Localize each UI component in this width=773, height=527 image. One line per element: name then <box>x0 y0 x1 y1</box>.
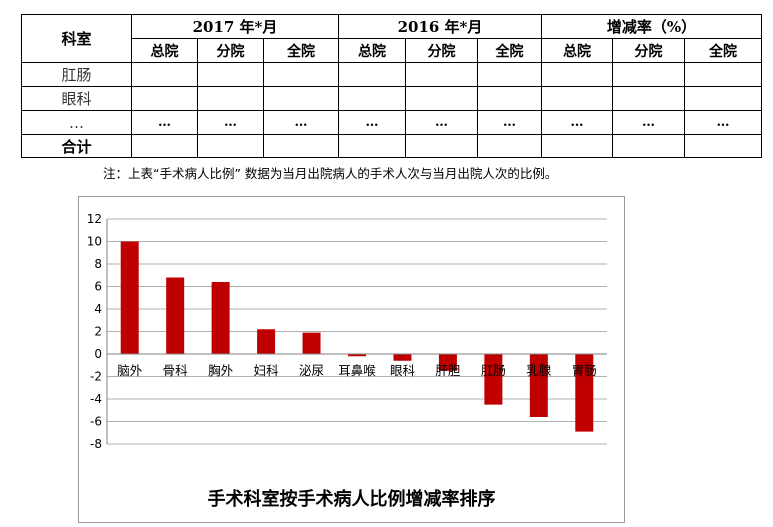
bar <box>211 282 230 354</box>
y-tick-label: -4 <box>90 392 102 406</box>
table-cell <box>612 62 685 87</box>
table-cell <box>263 86 339 111</box>
sub-header: 总院 <box>338 38 406 63</box>
sub-header: 分院 <box>197 38 264 63</box>
row-dept: … <box>21 110 132 135</box>
data-table: 科室 2017 年*月 2016 年*月 增减率（%） 总院 分院 全院 总院 … <box>21 14 762 158</box>
table-cell <box>405 134 478 158</box>
table-cell <box>612 134 685 158</box>
y-tick-label: 2 <box>94 325 102 339</box>
x-tick-label: 肝胆 <box>435 363 460 378</box>
row-dept: 眼科 <box>21 86 132 111</box>
x-tick-label: 肛肠 <box>481 363 506 378</box>
bar <box>257 329 276 354</box>
table-row: 眼科 <box>21 86 762 111</box>
x-tick-label: 胸外 <box>208 363 234 378</box>
table-cell <box>684 62 762 87</box>
x-tick-label: 耳鼻喉 <box>338 363 376 378</box>
table-cell <box>197 62 264 87</box>
table-cell <box>612 86 685 111</box>
table-cell <box>338 86 406 111</box>
table-cell <box>477 86 542 111</box>
chart-plot: -8 -6 -4 -2 0 2 4 6 8 10 12 脑外 骨科 胸外 妇科 泌尿 耳鼻喉 眼科 肝胆 肛肠 乳腺 胃肠 <box>87 212 607 451</box>
table-cell: … <box>338 110 406 135</box>
table-cell <box>684 86 762 111</box>
y-tick-label: 12 <box>87 212 102 226</box>
bar <box>302 332 321 354</box>
x-tick-label: 妇科 <box>254 363 280 378</box>
bar <box>120 241 139 354</box>
y-tick-label: -6 <box>90 415 102 429</box>
table-cell <box>197 86 264 111</box>
table-cell: … <box>405 110 478 135</box>
x-tick-label: 泌尿 <box>299 363 324 378</box>
sub-header: 全院 <box>263 38 339 63</box>
year-group-change-rate: 增减率（%） <box>541 14 762 39</box>
row-dept: 肛肠 <box>21 62 132 87</box>
x-tick-label: 眼科 <box>390 363 416 378</box>
y-tick-label: 10 <box>87 235 102 249</box>
table-note: 注：上表“手术病人比例” 数据为当月出院病人的手术人次与当月出院人次的比例。 <box>103 166 558 181</box>
table-cell: … <box>131 110 198 135</box>
y-tick-label: -2 <box>90 370 102 384</box>
table-cell <box>405 86 478 111</box>
table-cell <box>131 134 198 158</box>
table-cell <box>197 134 264 158</box>
table-cell <box>131 62 198 87</box>
table-cell <box>477 62 542 87</box>
bar <box>393 354 412 361</box>
table-cell <box>684 134 762 158</box>
table-cell: … <box>612 110 685 135</box>
table-cell <box>541 62 613 87</box>
table-cell: … <box>541 110 613 135</box>
chart-title: 手术科室按手术病人比例增减率排序 <box>207 489 496 510</box>
dept-header: 科室 <box>21 14 132 63</box>
y-tick-label: 8 <box>94 257 102 271</box>
table-cell <box>541 86 613 111</box>
x-tick-label: 骨科 <box>163 363 189 378</box>
table-row: … … … … … … … … … … <box>21 110 762 135</box>
x-tick-label: 胃肠 <box>572 363 597 378</box>
sub-header: 总院 <box>131 38 198 63</box>
table-cell <box>338 134 406 158</box>
table-row: 合计 <box>21 134 762 158</box>
table-cell <box>131 86 198 111</box>
table-row: 肛肠 <box>21 62 762 87</box>
year-group-2017: 2017 年*月 <box>131 14 339 39</box>
table-cell: … <box>684 110 762 135</box>
total-label: 合计 <box>21 134 132 158</box>
table-cell: … <box>263 110 339 135</box>
x-tick-label: 脑外 <box>117 363 143 378</box>
bar <box>529 354 548 417</box>
table-cell: … <box>197 110 264 135</box>
y-tick-label: 6 <box>94 280 102 294</box>
table-cell <box>263 62 339 87</box>
sub-header: 总院 <box>541 38 613 63</box>
table-cell <box>477 134 542 158</box>
year-group-2016: 2016 年*月 <box>338 14 542 39</box>
bar <box>484 354 503 405</box>
table-cell: … <box>477 110 542 135</box>
table-cell <box>338 62 406 87</box>
sub-header: 分院 <box>612 38 685 63</box>
y-tick-label: -8 <box>90 437 102 451</box>
x-tick-label: 乳腺 <box>526 363 552 378</box>
sub-header: 分院 <box>405 38 478 63</box>
table-cell <box>541 134 613 158</box>
bar <box>438 354 457 371</box>
table-cell <box>405 62 478 87</box>
sub-header: 全院 <box>684 38 762 63</box>
y-tick-label: 4 <box>94 302 102 316</box>
y-tick-label: 0 <box>94 347 102 361</box>
bar-chart: -8 -6 -4 -2 0 2 4 6 8 10 12 脑外 骨科 胸外 妇科 泌尿 耳鼻喉 眼科 肝胆 肛肠 乳腺 胃肠… <box>78 196 625 523</box>
sub-header: 全院 <box>477 38 542 63</box>
bar <box>166 277 185 354</box>
table-cell <box>263 134 339 158</box>
bar <box>348 354 366 357</box>
bar <box>575 354 594 432</box>
